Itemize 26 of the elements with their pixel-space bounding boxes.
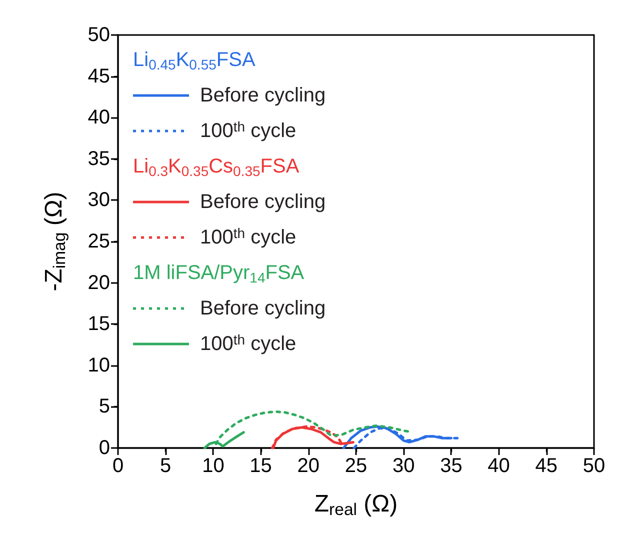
legend-label: Before cycling <box>200 298 326 320</box>
x-tick-label: 35 <box>440 455 462 477</box>
x-tick-label: 45 <box>535 455 558 477</box>
x-tick-label: 5 <box>160 455 172 477</box>
y-tick-label: 25 <box>88 230 110 252</box>
y-axis-title: -Zimag (Ω) <box>40 192 69 292</box>
y-tick-label: 20 <box>88 272 110 294</box>
y-tick-label: 35 <box>88 148 110 170</box>
x-tick-label: 20 <box>297 455 320 477</box>
y-tick-label: 40 <box>88 106 110 129</box>
y-tick-label: 10 <box>88 354 110 376</box>
x-tick-label: 0 <box>112 455 124 477</box>
x-tick-label: 30 <box>392 455 415 477</box>
y-tick-label: 0 <box>98 437 110 459</box>
legend-label: Before cycling <box>200 84 326 106</box>
y-tick-label: 45 <box>88 65 110 88</box>
x-tick-label: 40 <box>488 455 510 477</box>
x-tick-label: 25 <box>344 455 368 477</box>
y-tick-label: 50 <box>88 24 110 46</box>
y-tick-label: 30 <box>88 189 110 212</box>
x-tick-label: 10 <box>202 455 224 477</box>
y-tick-label: 5 <box>98 396 110 418</box>
x-tick-label: 15 <box>250 455 272 477</box>
x-tick-label: 50 <box>582 455 606 477</box>
y-tick-label: 15 <box>88 313 110 336</box>
legend-label: Before cycling <box>200 191 326 213</box>
